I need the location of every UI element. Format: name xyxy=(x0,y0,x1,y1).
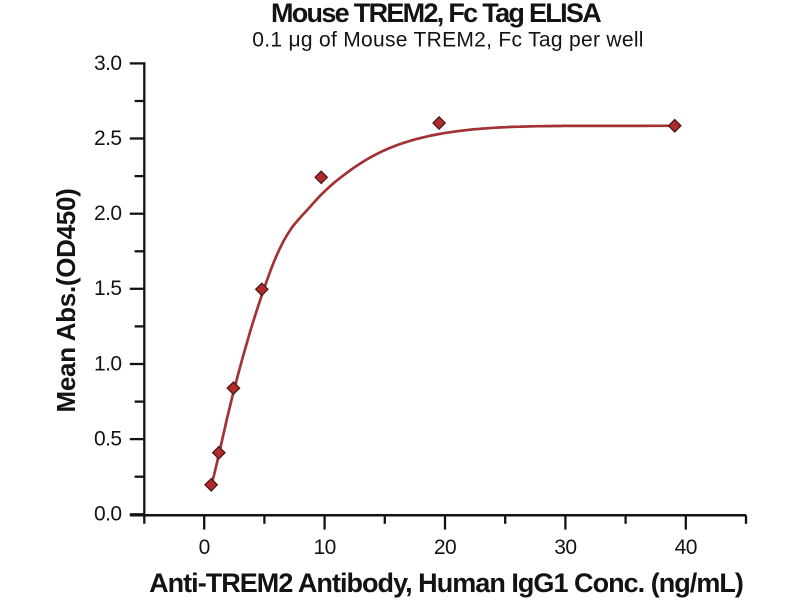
svg-text:0.5: 0.5 xyxy=(94,428,122,451)
svg-text:1.5: 1.5 xyxy=(94,277,122,300)
svg-text:0: 0 xyxy=(199,536,210,559)
svg-text:1.0: 1.0 xyxy=(94,352,122,375)
svg-text:3.0: 3.0 xyxy=(94,52,122,75)
svg-text:10: 10 xyxy=(313,536,335,559)
svg-text:30: 30 xyxy=(554,536,576,559)
svg-text:2.5: 2.5 xyxy=(94,127,122,150)
svg-text:Mean Abs.(OD450): Mean Abs.(OD450) xyxy=(51,189,81,413)
svg-text:20: 20 xyxy=(434,536,456,559)
svg-text:Mouse TREM2, Fc Tag ELISA: Mouse TREM2, Fc Tag ELISA xyxy=(271,0,601,28)
svg-text:40: 40 xyxy=(675,536,697,559)
svg-text:0.0: 0.0 xyxy=(94,503,122,526)
svg-text:2.0: 2.0 xyxy=(94,202,122,225)
svg-text:0.1 μg of Mouse TREM2, Fc Tag: 0.1 μg of Mouse TREM2, Fc Tag per well xyxy=(252,29,644,52)
svg-text:Anti-TREM2 Antibody, Human IgG: Anti-TREM2 Antibody, Human IgG1 Conc. (n… xyxy=(149,568,743,598)
